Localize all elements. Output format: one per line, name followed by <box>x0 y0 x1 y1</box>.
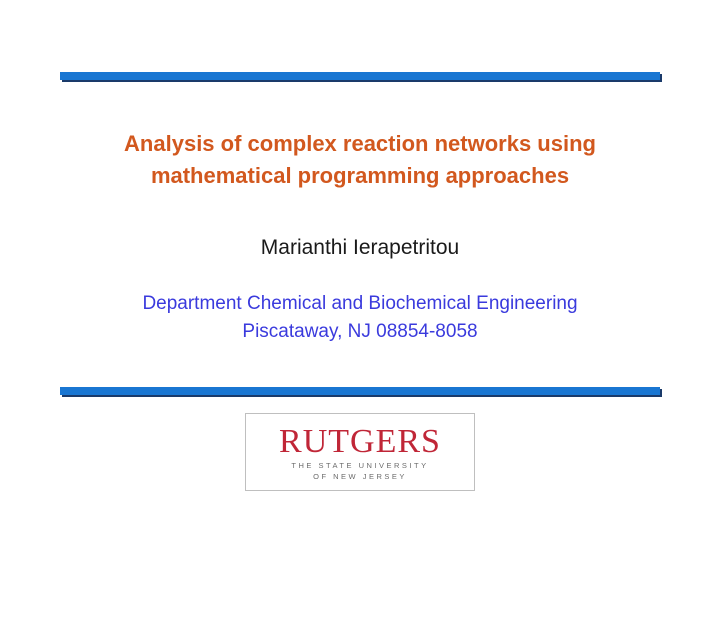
logo-tagline-2: OF NEW JERSEY <box>313 472 407 481</box>
top-rule <box>60 72 660 80</box>
affiliation-line-1: Department Chemical and Biochemical Engi… <box>142 293 577 314</box>
bottom-rule <box>60 387 660 395</box>
title-line-1: Analysis of complex reaction networks us… <box>124 131 596 156</box>
affiliation: Department Chemical and Biochemical Engi… <box>0 290 720 347</box>
slide-title: Analysis of complex reaction networks us… <box>0 128 720 192</box>
rule-fill <box>60 72 660 80</box>
logo-tagline-1: THE STATE UNIVERSITY <box>291 461 428 470</box>
rule-fill <box>60 387 660 395</box>
author-name: Marianthi Ierapetritou <box>0 236 720 260</box>
title-line-2: mathematical programming approaches <box>151 163 569 188</box>
logo-wordmark: RUTGERS <box>279 425 441 459</box>
rutgers-logo: RUTGERS THE STATE UNIVERSITY OF NEW JERS… <box>245 413 475 491</box>
affiliation-line-2: Piscataway, NJ 08854-8058 <box>242 321 477 342</box>
logo-tagline: THE STATE UNIVERSITY OF NEW JERSEY <box>291 461 428 482</box>
